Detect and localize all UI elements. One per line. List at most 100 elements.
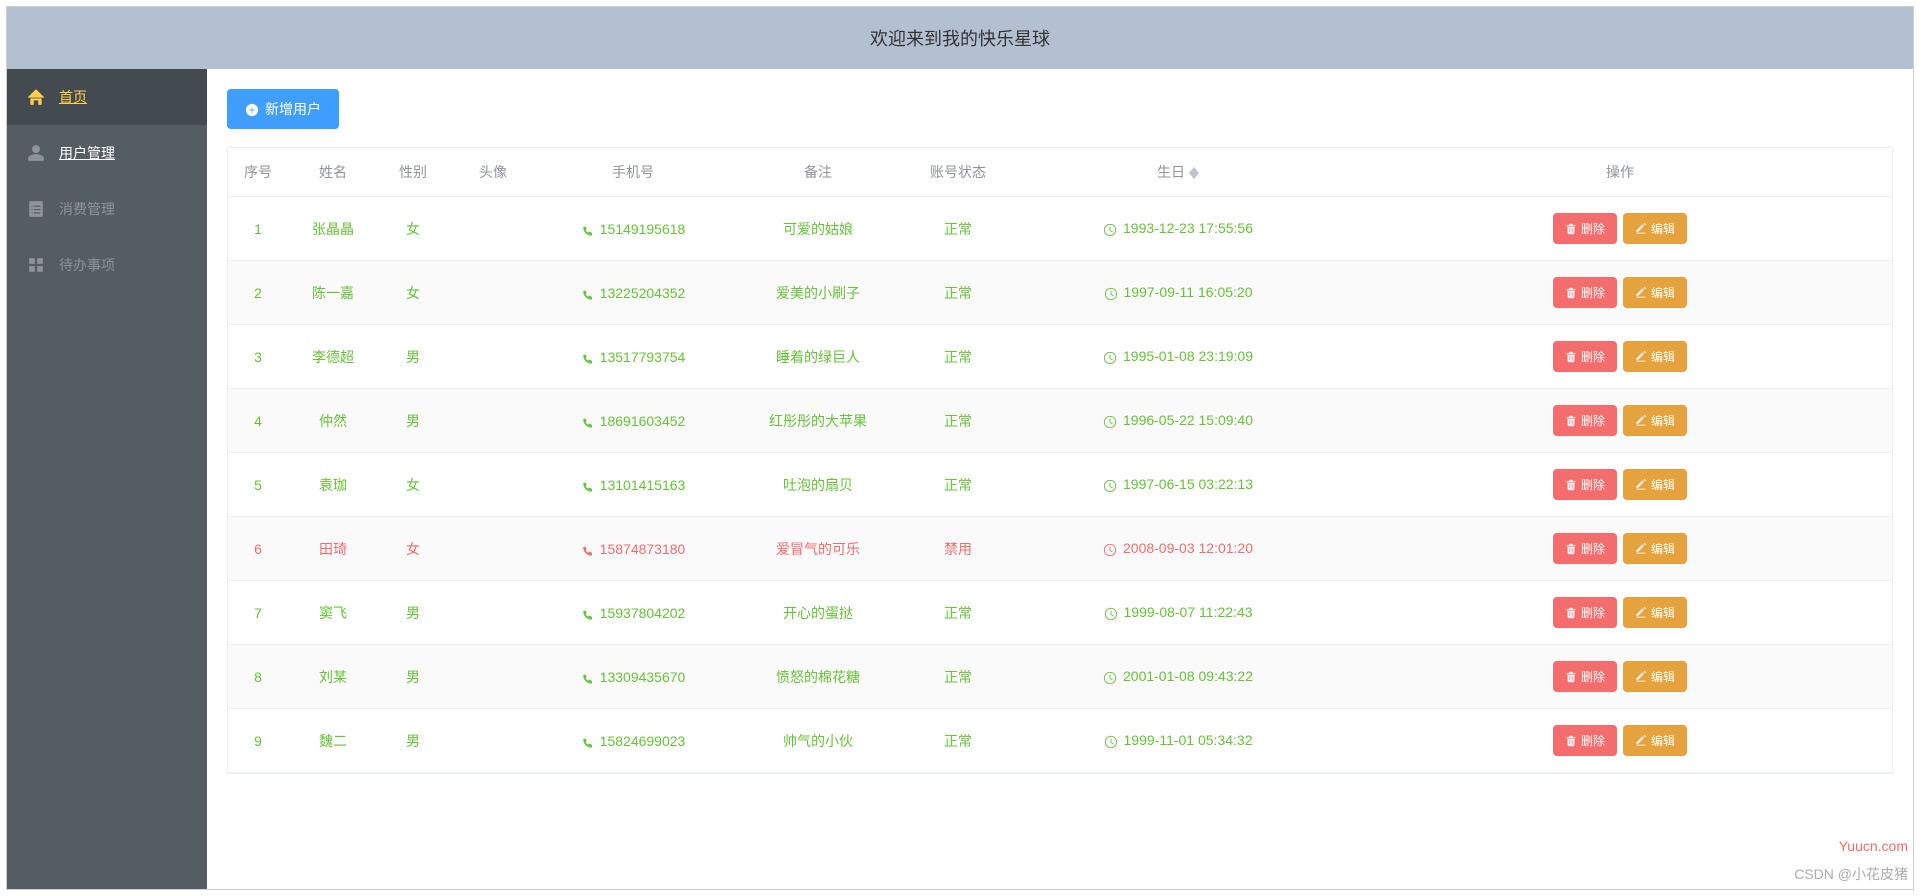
cell-note: 可爱的姑娘 (728, 197, 908, 261)
sort-icon (1189, 167, 1199, 179)
cell-birthday: 2001-01-08 09:43:22 (1008, 645, 1348, 709)
cell-index: 7 (228, 581, 288, 645)
cell-phone: 13517793754 (538, 325, 728, 389)
cell-birthday: 1995-01-08 23:19:09 (1008, 325, 1348, 389)
cell-gender: 男 (378, 581, 448, 645)
edit-icon (1635, 542, 1647, 556)
cell-gender: 男 (378, 709, 448, 773)
cell-status: 正常 (908, 453, 1008, 517)
cell-phone: 13225204352 (538, 261, 728, 325)
cell-name: 张晶晶 (288, 197, 378, 261)
edit-icon (1635, 286, 1647, 300)
edit-icon (1635, 350, 1647, 364)
cell-name: 仲然 (288, 389, 378, 453)
phone-icon (581, 669, 594, 685)
clock-icon (1103, 476, 1117, 492)
cell-note: 吐泡的扇贝 (728, 453, 908, 517)
delete-button[interactable]: 删除 (1553, 661, 1617, 692)
cell-note: 睡着的绿巨人 (728, 325, 908, 389)
cell-phone: 15824699023 (538, 709, 728, 773)
sidebar-item-1[interactable]: 用户管理 (7, 125, 207, 181)
cell-avatar (448, 709, 538, 773)
cell-name: 田琦 (288, 517, 378, 581)
cell-phone: 15874873180 (538, 517, 728, 581)
delete-button[interactable]: 删除 (1553, 533, 1617, 564)
edit-button[interactable]: 编辑 (1623, 213, 1687, 244)
cell-phone: 13309435670 (538, 645, 728, 709)
cell-status: 正常 (908, 645, 1008, 709)
cell-birthday: 1997-06-15 03:22:13 (1008, 453, 1348, 517)
user-table: 序号姓名性别头像手机号备注账号状态生日操作 1张晶晶女15149195618可爱… (228, 148, 1892, 773)
edit-button[interactable]: 编辑 (1623, 277, 1687, 308)
cell-note: 红彤彤的大苹果 (728, 389, 908, 453)
cell-index: 1 (228, 197, 288, 261)
cell-index: 2 (228, 261, 288, 325)
trash-icon (1565, 222, 1577, 236)
edit-button[interactable]: 编辑 (1623, 661, 1687, 692)
sidebar-item-2[interactable]: 消费管理 (7, 181, 207, 237)
delete-button[interactable]: 删除 (1553, 469, 1617, 500)
cell-avatar (448, 261, 538, 325)
clock-icon (1104, 732, 1118, 748)
edit-button[interactable]: 编辑 (1623, 469, 1687, 500)
table-row: 3李德超男13517793754睡着的绿巨人正常1995-01-08 23:19… (228, 325, 1892, 389)
table-row: 9魏二男15824699023帅气的小伙正常1999-11-01 05:34:3… (228, 709, 1892, 773)
cell-actions: 删除编辑 (1348, 197, 1892, 261)
cell-status: 正常 (908, 709, 1008, 773)
delete-button[interactable]: 删除 (1553, 341, 1617, 372)
cell-avatar (448, 325, 538, 389)
table-row: 7窦飞男15937804202开心的蛋挞正常1999-08-07 11:22:4… (228, 581, 1892, 645)
phone-icon (581, 413, 594, 429)
phone-icon (581, 733, 594, 749)
cell-avatar (448, 517, 538, 581)
delete-button[interactable]: 删除 (1553, 405, 1617, 436)
page-title: 欢迎来到我的快乐星球 (870, 29, 1050, 49)
cell-gender: 男 (378, 645, 448, 709)
phone-icon (581, 221, 594, 237)
trash-icon (1565, 286, 1577, 300)
edit-button[interactable]: 编辑 (1623, 725, 1687, 756)
delete-button[interactable]: 删除 (1553, 213, 1617, 244)
cell-name: 陈一嘉 (288, 261, 378, 325)
table-row: 1张晶晶女15149195618可爱的姑娘正常1993-12-23 17:55:… (228, 197, 1892, 261)
cell-name: 李德超 (288, 325, 378, 389)
sidebar-item-label: 用户管理 (59, 143, 115, 163)
user-icon (27, 144, 51, 162)
sidebar-item-0[interactable]: 首页 (7, 69, 207, 125)
cell-name: 魏二 (288, 709, 378, 773)
table-row: 2陈一嘉女13225204352爱美的小刷子正常1997-09-11 16:05… (228, 261, 1892, 325)
trash-icon (1565, 734, 1577, 748)
cell-gender: 女 (378, 517, 448, 581)
edit-icon (1635, 606, 1647, 620)
sidebar-item-label: 待办事项 (59, 255, 115, 275)
cell-gender: 女 (378, 261, 448, 325)
edit-button[interactable]: 编辑 (1623, 341, 1687, 372)
delete-button[interactable]: 删除 (1553, 277, 1617, 308)
edit-button[interactable]: 编辑 (1623, 597, 1687, 628)
cell-note: 愤怒的棉花糖 (728, 645, 908, 709)
column-header[interactable]: 生日 (1008, 148, 1348, 197)
add-user-button[interactable]: 新增用户 (227, 89, 339, 129)
trash-icon (1565, 606, 1577, 620)
home-icon (27, 88, 51, 106)
cell-birthday: 2008-09-03 12:01:20 (1008, 517, 1348, 581)
clock-icon (1103, 668, 1117, 684)
delete-button[interactable]: 删除 (1553, 597, 1617, 628)
cell-status: 正常 (908, 581, 1008, 645)
cell-phone: 15149195618 (538, 197, 728, 261)
cell-name: 刘某 (288, 645, 378, 709)
cell-actions: 删除编辑 (1348, 325, 1892, 389)
edit-icon (1635, 222, 1647, 236)
cell-phone: 15937804202 (538, 581, 728, 645)
clock-icon (1104, 604, 1118, 620)
edit-button[interactable]: 编辑 (1623, 405, 1687, 436)
cell-index: 6 (228, 517, 288, 581)
edit-button[interactable]: 编辑 (1623, 533, 1687, 564)
clock-icon (1103, 540, 1117, 556)
edit-icon (1635, 670, 1647, 684)
sidebar-item-3[interactable]: 待办事项 (7, 237, 207, 293)
trash-icon (1565, 414, 1577, 428)
cell-gender: 男 (378, 389, 448, 453)
delete-button[interactable]: 删除 (1553, 725, 1617, 756)
sidebar-item-label: 消费管理 (59, 199, 115, 219)
